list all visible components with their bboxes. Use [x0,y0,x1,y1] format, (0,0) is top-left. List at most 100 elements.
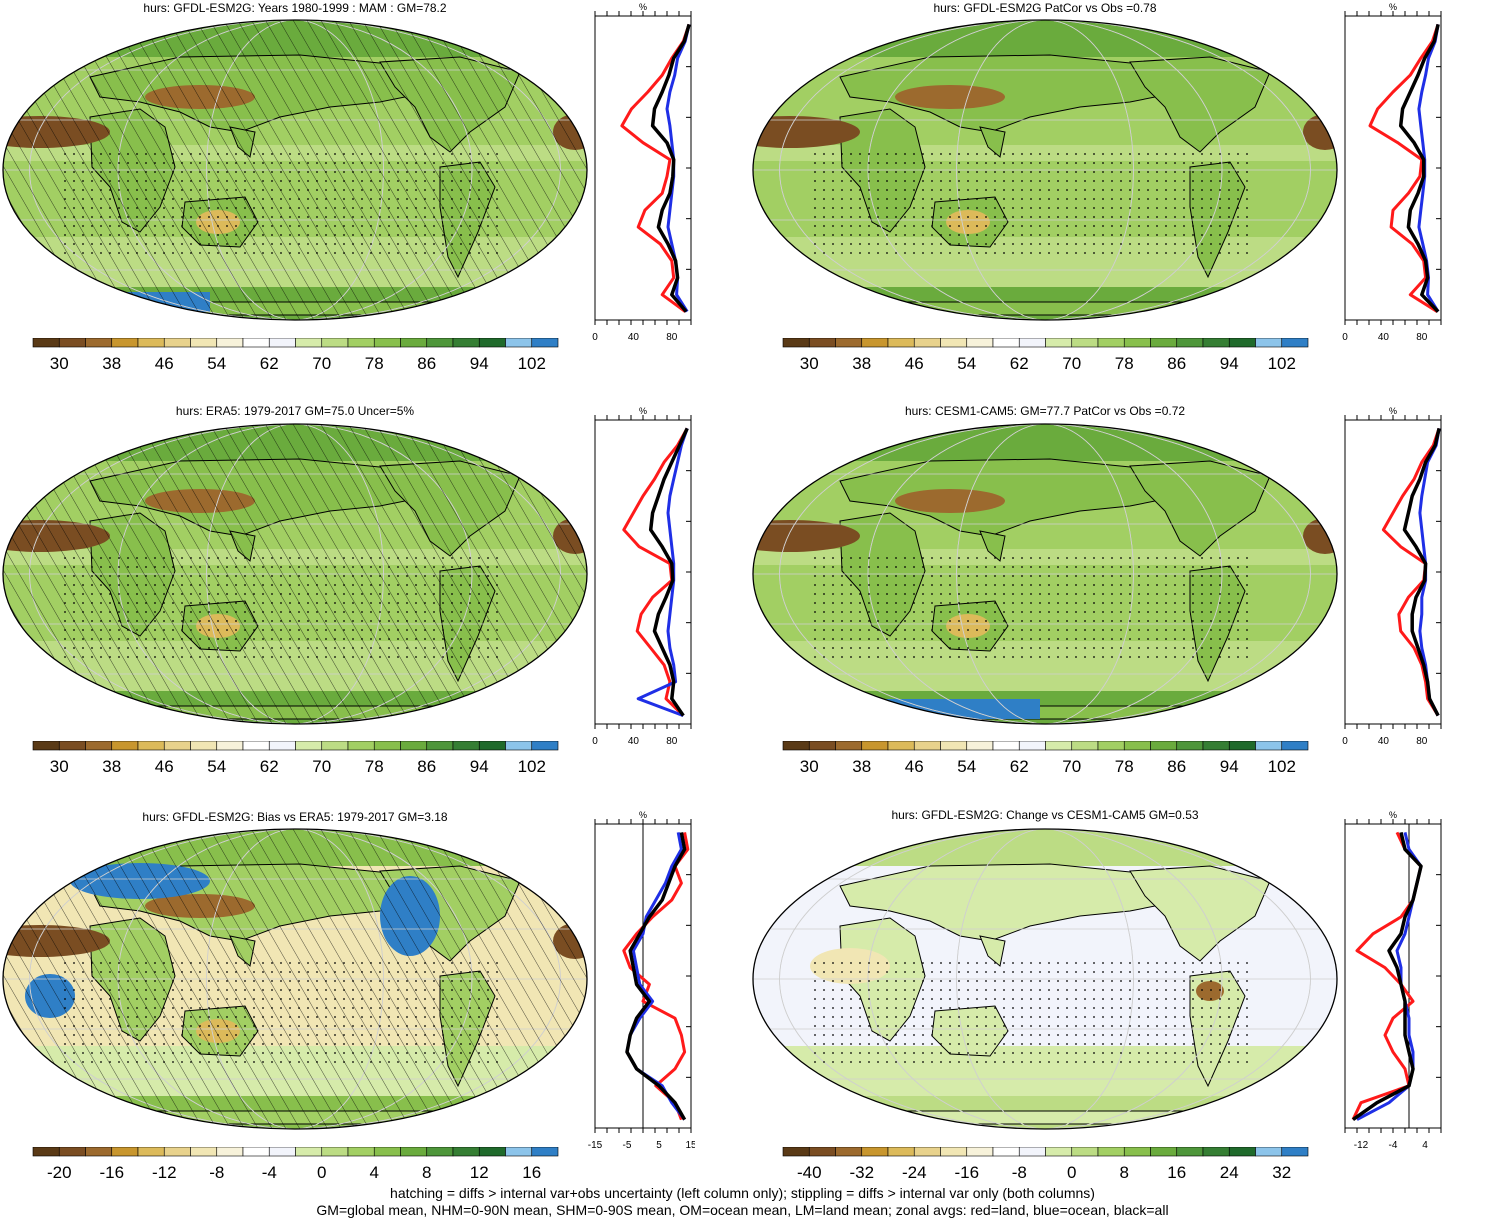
profile-x-tick-label: 40 [1378,332,1390,343]
colorbar-label: 102 [1268,354,1296,373]
colorbar-label: 70 [312,757,331,776]
stippling-overlay [60,147,500,257]
colorbar-swatch [1123,338,1151,348]
profile-all-line [1402,428,1441,717]
colorbar-swatch [190,1147,218,1157]
panel-4-title: hurs: GFDL-ESM2G: Bias vs ERA5: 1979-201… [142,810,448,824]
arctic-band [753,20,1337,57]
profile-x-tick-label: 40 [1378,736,1390,747]
colorbar-swatch [452,1147,480,1157]
colorbar-label: 24 [1220,1163,1239,1182]
colorbar-swatch [992,741,1020,751]
profile-all-line [1351,831,1423,1122]
continent-1 [839,458,1181,537]
graticule-lon [779,829,1311,1129]
colorbar-label: 94 [1220,757,1239,776]
colorbar-swatch [913,1147,941,1157]
colorbar-label: 30 [50,757,69,776]
profile-units-label: % [639,406,647,416]
panel-3-map [752,423,1338,725]
colorbar-swatch [85,741,113,751]
panel-1-zonal-profile: %0408060N30N030S60S [1342,2,1442,343]
colorbar-label: 38 [852,757,871,776]
panel-1-colorbar: 303846546270788694102110 [782,338,1309,373]
colorbar-label: 62 [260,757,279,776]
colorbar-label: 78 [1115,354,1134,373]
panel-2-title: hurs: ERA5: 1979-2017 GM=75.0 Uncer=5% [175,404,415,418]
colorbar-label: -24 [902,1163,927,1182]
profile-units-label: % [1389,406,1397,416]
colorbar-label: 94 [470,354,489,373]
colorbar-swatch [1176,741,1204,751]
footer-line-1: hatching = diffs > internal var+obs unce… [390,1185,1095,1201]
colorbar-label: 78 [365,354,384,373]
colorbar-swatch [940,741,968,751]
panel-1-map [752,19,1338,321]
colorbar-swatch [782,741,810,751]
colorbar-swatch [400,741,428,751]
colorbar-label: 86 [1167,354,1186,373]
colorbar-swatch [163,338,191,348]
profile-x-tick-label: -4 [1389,1140,1398,1151]
colorbar-label: -4 [262,1163,277,1182]
colorbar-swatch [268,338,296,348]
panel-5-title: hurs: GFDL-ESM2G: Change vs CESM1-CAM5 G… [891,808,1199,822]
colorbar-label: 30 [800,757,819,776]
panel-3-colorbar: 303846546270788694102110 [782,741,1309,776]
colorbar-label: 54 [957,757,976,776]
colorbar-label: 30 [50,354,69,373]
colorbar-label: 8 [422,1163,431,1182]
stippling-overlay [810,551,1250,661]
stippling-overlay [810,956,1250,1066]
profile-units-label: % [639,810,647,820]
colorbar-swatch [992,338,1020,348]
colorbar-swatch [887,741,915,751]
colorbar-swatch [1281,338,1309,348]
colorbar-label: -8 [209,1163,224,1182]
colorbar-label: 94 [470,757,489,776]
profile-land-line [1368,23,1440,313]
colorbar-swatch [268,1147,296,1157]
colorbar-swatch [1228,741,1256,751]
colorbar-swatch [347,338,375,348]
colorbar-label: 70 [1062,757,1081,776]
profile-x-tick-label: 0 [592,332,598,343]
profile-x-tick-label: 80 [666,736,678,747]
colorbar-swatch [321,1147,349,1157]
colorbar-swatch [835,338,863,348]
colorbar-swatch [111,338,139,348]
colorbar-swatch [58,338,86,348]
map-outline [752,828,1338,1130]
colorbar-label: 86 [417,354,436,373]
colorbar-swatch [1150,741,1178,751]
colorbar-swatch [808,338,836,348]
asia-dry-region [895,85,1005,109]
colorbar-swatch [190,741,218,751]
colorbar-swatch [137,1147,165,1157]
profile-x-tick-label: -12 [1354,1140,1369,1151]
panel-5-zonal-profile: %-12-4460N30N030S60S [1344,810,1442,1151]
panel-2-map [2,423,588,725]
colorbar-swatch [531,338,559,348]
colorbar-swatch [1176,338,1204,348]
colorbar-swatch [347,1147,375,1157]
colorbar-label: 8 [1120,1163,1129,1182]
colorbar-swatch [1281,741,1309,751]
colorbar-swatch [295,741,323,751]
panel-0-zonal-profile: %0408060N30N030S60S [592,2,692,343]
profile-x-tick-label: 0 [1342,736,1348,747]
colorbar-swatch [861,1147,889,1157]
graticule-lon [779,424,1311,724]
colorbar-swatch [1018,338,1046,348]
panel-2-colorbar: 303846546270788694102110 [32,741,559,776]
colorbar-swatch [913,338,941,348]
colorbar-label: 54 [207,757,226,776]
colorbar-swatch [966,1147,994,1157]
colorbar-swatch [32,741,60,751]
colorbar-label: 94 [1220,354,1239,373]
colorbar-swatch [1097,1147,1125,1157]
panel-4-map [2,828,588,1130]
map-outline [2,423,588,725]
colorbar-swatch [295,1147,323,1157]
continent-4 [1129,865,1271,962]
